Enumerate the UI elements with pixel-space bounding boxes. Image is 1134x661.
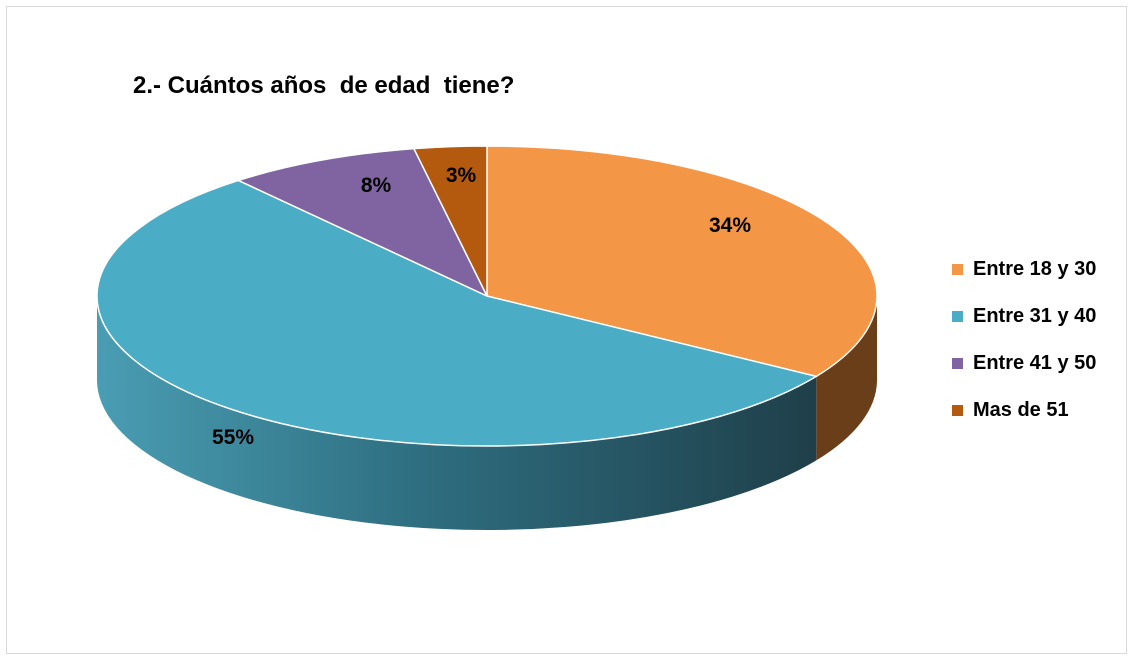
data-label-0: 34% [709,214,751,237]
data-label-1: 55% [212,426,254,449]
pie-labels: 34% 55% 8% 3% [212,164,751,449]
legend-label: Entre 41 y 50 [973,351,1097,374]
pie-slice-3 [412,145,488,297]
legend-label: Entre 18 y 30 [973,257,1097,280]
pie-slice-2 [236,147,489,298]
legend-item: Mas de 51 [952,393,1096,427]
legend-item: Entre 41 y 50 [952,346,1096,380]
legend-swatch [952,310,963,322]
legend-label: Mas de 51 [973,398,1069,421]
legend-item: Entre 18 y 30 [952,252,1096,286]
pie-sides [97,296,877,530]
legend-label: Entre 31 y 40 [973,304,1097,327]
chart-title: 2.- Cuántos años de edad tiene? [133,72,515,99]
pie-slice-0 [486,145,878,378]
data-label-3: 3% [446,164,477,187]
pie-tops [96,145,878,447]
legend-swatch [952,263,963,275]
legend-item: Entre 31 y 40 [952,299,1096,333]
slice-side-0 [816,296,877,461]
data-label-2: 8% [361,174,392,197]
legend-swatch [952,357,963,369]
slice-side-1 [97,296,817,530]
legend: Entre 18 y 30 Entre 31 y 40 Entre 41 y 50 M… [952,252,1096,440]
pie-slice-1 [96,179,819,447]
legend-swatch [952,404,963,416]
